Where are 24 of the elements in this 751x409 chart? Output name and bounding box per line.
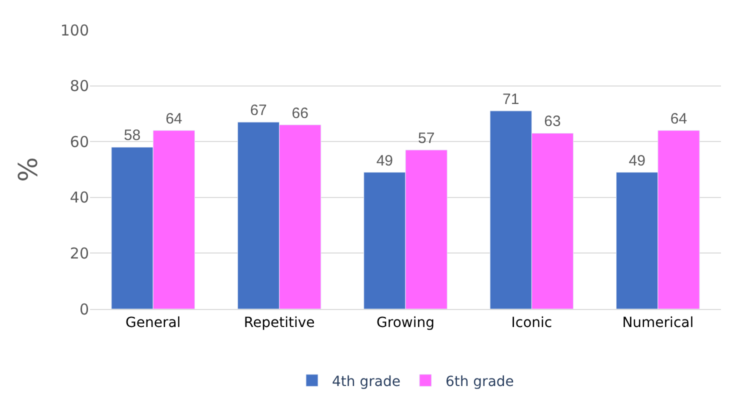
legend-label: 6th grade [445, 374, 514, 390]
x-tick-label: General [126, 314, 181, 331]
x-tick-label: Repetitive [244, 314, 315, 331]
data-label: 64 [670, 110, 688, 128]
y-tick-label: 0 [79, 300, 89, 318]
data-label: 58 [124, 127, 141, 144]
data-label: 67 [250, 102, 267, 120]
data-label: 71 [502, 90, 520, 108]
x-tick-label: Iconic [511, 314, 552, 331]
x-tick-label: Numerical [622, 314, 694, 331]
y-tick-label: 100 [60, 21, 89, 40]
y-tick-label: 60 [70, 132, 89, 151]
x-tick-label: Growing [376, 314, 434, 331]
y-tick-label: 40 [70, 188, 89, 207]
data-label: 57 [418, 130, 435, 147]
data-label: 66 [292, 104, 308, 122]
data-label: 63 [544, 113, 561, 130]
data-label: 49 [376, 152, 394, 170]
legend-label: 4th grade [332, 374, 400, 390]
data-label: 49 [628, 152, 646, 170]
data-label: 64 [166, 110, 182, 128]
y-tick-label: 20 [70, 244, 89, 262]
y-tick-label: 80 [70, 77, 89, 96]
y-axis-title: % [14, 157, 44, 182]
